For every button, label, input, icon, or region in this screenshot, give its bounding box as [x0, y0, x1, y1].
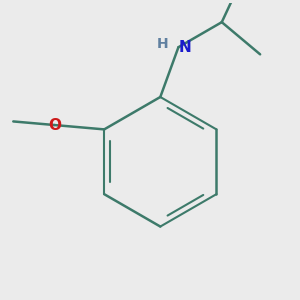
Text: O: O	[48, 118, 61, 133]
Text: N: N	[178, 40, 191, 55]
Text: H: H	[156, 37, 168, 51]
